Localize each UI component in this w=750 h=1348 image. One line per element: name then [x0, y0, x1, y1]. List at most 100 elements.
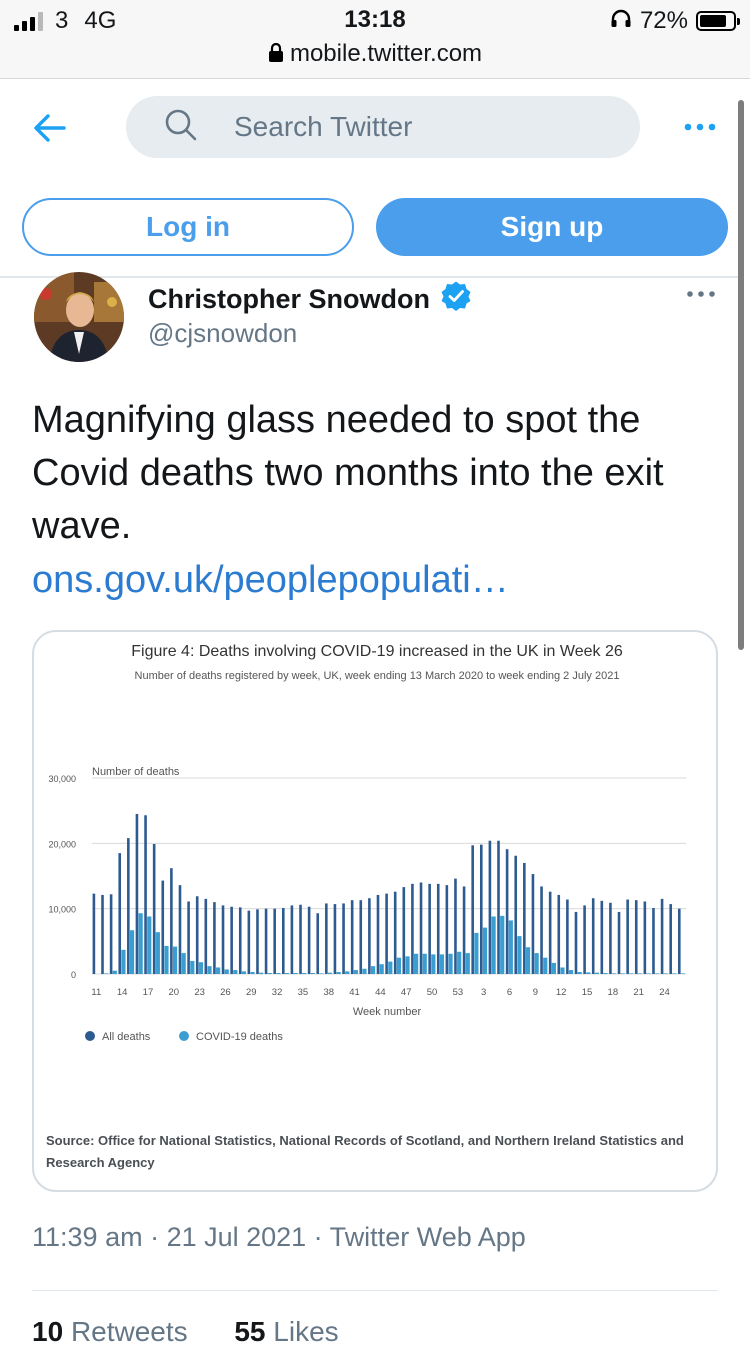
bar-all-deaths — [523, 862, 526, 974]
x-tick-label: 12 — [556, 987, 567, 998]
battery-percent: 72% — [639, 7, 688, 34]
bar-covid-deaths — [680, 973, 686, 974]
bar-covid-deaths — [465, 953, 470, 974]
bar-covid-deaths — [164, 945, 169, 974]
bar-covid-deaths — [422, 953, 427, 974]
login-button[interactable]: Log in — [22, 198, 354, 256]
back-arrow-icon — [34, 114, 66, 142]
bar-all-deaths — [325, 903, 328, 974]
media-card[interactable]: Figure 4: Deaths involving COVID-19 incr… — [32, 630, 718, 1192]
avatar-image — [34, 272, 124, 362]
tweet-link[interactable]: ons.gov.uk/peoplepopulati… — [32, 559, 509, 601]
tweet-more-button[interactable] — [686, 286, 718, 302]
bar-covid-deaths — [233, 970, 238, 974]
bar-covid-deaths — [388, 961, 393, 974]
retweets-label: Retweets — [70, 1316, 188, 1347]
back-button[interactable] — [30, 110, 70, 146]
tweet-timestamp[interactable]: 11:39 am · 21 Jul 2021 · Twitter Web App — [32, 1222, 526, 1252]
x-tick-label: 41 — [349, 987, 360, 998]
bar-all-deaths — [161, 880, 165, 974]
scrollbar[interactable] — [738, 100, 744, 650]
bar-all-deaths — [428, 883, 431, 974]
bar-all-deaths — [101, 894, 104, 974]
bar-covid-deaths — [276, 973, 281, 974]
more-dots-icon — [687, 291, 715, 297]
bar-all-deaths — [566, 899, 569, 974]
x-tick-label: 20 — [168, 987, 179, 998]
tweet-stats[interactable]: 10 Retweets 55 Likes — [32, 1316, 339, 1348]
signal-icon — [14, 11, 43, 31]
bar-all-deaths — [419, 882, 423, 974]
bar-all-deaths — [574, 911, 578, 974]
legend-marker-all-deaths — [85, 1031, 95, 1041]
bar-all-deaths — [652, 908, 655, 974]
bar-covid-deaths — [104, 973, 109, 974]
bar-all-deaths — [609, 902, 612, 974]
chart-title: Figure 4: Deaths involving COVID-19 incr… — [131, 643, 623, 660]
x-tick-label: 26 — [220, 987, 231, 998]
chart: Figure 4: Deaths involving COVID-19 incr… — [48, 643, 686, 1043]
x-tick-label: 32 — [272, 987, 283, 998]
bar-covid-deaths — [129, 930, 135, 974]
bar-covid-deaths — [534, 953, 539, 974]
status-bar-right: 72% — [610, 7, 740, 34]
bar-covid-deaths — [586, 972, 591, 974]
bar-all-deaths — [342, 903, 345, 974]
bar-all-deaths — [505, 849, 509, 974]
bar-all-deaths — [548, 891, 552, 974]
bar-all-deaths — [677, 908, 681, 974]
bar-all-deaths — [238, 907, 242, 974]
search-input[interactable]: Search Twitter — [126, 96, 640, 158]
author-name-row[interactable]: Christopher Snowdon — [148, 280, 472, 319]
bar-covid-deaths — [327, 972, 333, 974]
bar-all-deaths — [109, 894, 113, 974]
bar-all-deaths — [144, 815, 147, 974]
bar-all-deaths — [290, 905, 294, 974]
bar-all-deaths — [557, 894, 561, 974]
signup-button[interactable]: Sign up — [376, 198, 728, 256]
bar-all-deaths — [333, 904, 337, 974]
bar-all-deaths — [230, 906, 233, 974]
verified-badge-icon — [440, 280, 472, 319]
bar-covid-deaths — [379, 964, 384, 974]
chart-source: Source: Office for National Statistics, … — [46, 1133, 684, 1170]
network-type: 4G — [84, 7, 117, 34]
author-handle[interactable]: @cjsnowdon — [148, 318, 298, 348]
bar-covid-deaths — [414, 953, 419, 974]
bar-all-deaths — [299, 904, 302, 974]
bar-covid-deaths — [525, 947, 531, 974]
bar-all-deaths — [393, 891, 397, 974]
lock-icon — [268, 42, 284, 70]
bar-covid-deaths — [594, 972, 600, 974]
bar-covid-deaths — [612, 973, 617, 974]
bar-all-deaths — [256, 909, 259, 974]
x-tick-label: 6 — [507, 987, 512, 998]
bar-all-deaths — [281, 908, 285, 974]
url-bar[interactable]: mobile.twitter.com — [0, 40, 750, 70]
bar-covid-deaths — [345, 971, 350, 974]
bar-all-deaths — [195, 896, 199, 974]
y-tick-label: 0 — [71, 970, 76, 980]
bar-all-deaths — [479, 844, 483, 974]
bar-covid-deaths — [250, 972, 255, 974]
search-placeholder: Search Twitter — [234, 111, 413, 142]
bar-covid-deaths — [362, 968, 367, 974]
bar-covid-deaths — [646, 973, 651, 974]
search-icon — [164, 108, 198, 147]
chart-subtitle: Number of deaths registered by week, UK,… — [135, 670, 620, 682]
bar-all-deaths — [634, 900, 638, 974]
bar-covid-deaths — [405, 956, 410, 974]
url-text: mobile.twitter.com — [289, 40, 483, 67]
avatar[interactable] — [34, 272, 124, 362]
bar-all-deaths — [221, 905, 225, 974]
more-options-button[interactable] — [682, 114, 722, 140]
bar-covid-deaths — [112, 970, 117, 974]
y-tick-label: 10,000 — [48, 905, 76, 915]
bar-all-deaths — [170, 868, 173, 974]
bar-all-deaths — [204, 898, 208, 974]
bar-covid-deaths — [603, 973, 608, 974]
bar-covid-deaths — [577, 972, 582, 974]
bar-covid-deaths — [353, 970, 358, 974]
bar-covid-deaths — [482, 927, 488, 974]
likes-count: 55 — [234, 1316, 266, 1347]
